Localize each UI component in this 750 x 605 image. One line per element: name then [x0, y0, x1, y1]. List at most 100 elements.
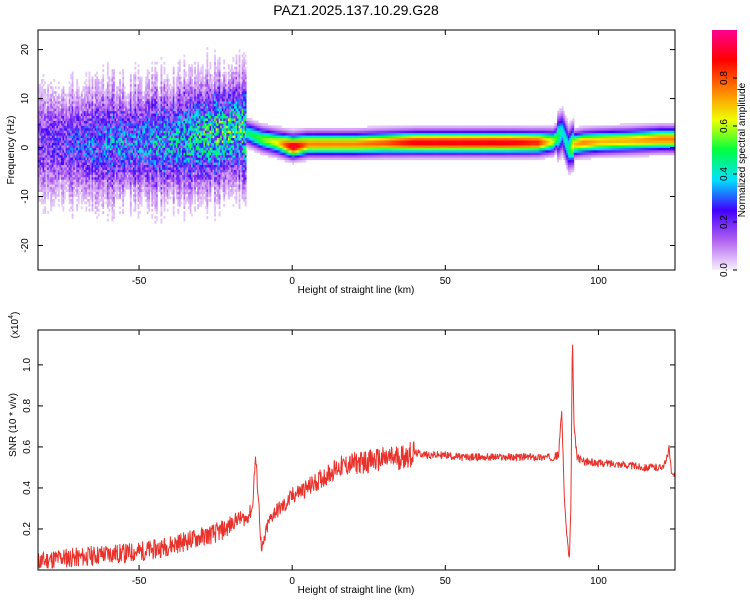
spectrogram-cell — [87, 123, 89, 126]
spectrogram-cell — [119, 101, 121, 104]
spectrogram-cell — [51, 113, 54, 117]
spectrogram-cell — [145, 98, 148, 102]
spectrogram-cell — [108, 140, 111, 143]
spectrogram-cell — [126, 120, 129, 124]
spectrogram-cell — [120, 186, 123, 190]
spectrogram-cell — [185, 179, 187, 183]
spectrogram-cell — [85, 96, 88, 99]
spectrogram-cell — [100, 98, 103, 102]
spectrogram-cell — [111, 105, 114, 109]
spectrogram-cell — [48, 145, 51, 148]
spectrogram-cell — [158, 120, 161, 124]
spectrogram-cell — [41, 93, 43, 97]
spectrogram-cell — [122, 191, 125, 195]
spectrogram-cell — [91, 127, 94, 131]
spectrogram-cell — [109, 91, 112, 94]
spectrogram-cell — [94, 164, 97, 168]
spectrogram-cell — [131, 91, 134, 94]
spectrogram-cell — [111, 86, 114, 90]
spectrogram-cell — [88, 150, 91, 153]
spectrogram-cell — [90, 159, 92, 163]
spectrogram-cell — [165, 125, 167, 129]
spectrogram-cell — [50, 186, 53, 190]
spectrogram-cell — [165, 145, 167, 148]
spectrogram-cell — [188, 154, 190, 158]
spectrogram-cell — [42, 127, 45, 131]
spectrogram-cell — [105, 186, 108, 190]
spectrogram-cell — [54, 103, 57, 107]
spectrogram-cell — [146, 115, 149, 119]
spectrogram-cell — [74, 135, 77, 139]
spectrogram-cell — [168, 83, 170, 87]
spectrogram-cell — [148, 206, 151, 210]
spectrogram-cell — [105, 179, 108, 183]
spectrogram-cell — [146, 172, 149, 175]
spectrogram-cell — [50, 125, 53, 129]
spectrogram-cell — [87, 120, 89, 124]
spectrogram-cell — [94, 196, 97, 200]
spectrogram-cell — [105, 137, 108, 141]
spectrogram-cell — [114, 167, 117, 170]
spectrogram-cell — [96, 194, 99, 197]
spectrogram-cell — [88, 93, 91, 97]
spectrogram-cell — [73, 140, 76, 143]
spectrogram-cell — [50, 137, 53, 141]
spectrogram-cell — [142, 142, 144, 146]
spectrogram-cell — [97, 203, 100, 207]
spectrogram-cell — [50, 176, 53, 180]
spectrogram-cell — [189, 96, 192, 99]
spectrogram-cell — [114, 181, 117, 185]
spectrogram-cell — [54, 137, 57, 141]
spectrogram-cell — [192, 174, 195, 178]
spectrogram-cell — [131, 118, 134, 121]
spectrogram-cell — [178, 61, 181, 65]
spectrogram-cell — [47, 176, 50, 180]
spectrogram-cell — [50, 115, 53, 119]
spectrogram-cell — [76, 206, 79, 210]
spectrogram-cell — [125, 181, 128, 185]
spectrogram-cell — [122, 186, 125, 190]
spectrogram-cell — [181, 174, 184, 178]
spectrogram-cell — [119, 130, 121, 134]
spectrogram-cell — [186, 145, 189, 148]
spectrogram-cell — [47, 115, 50, 119]
spectrogram-cell — [47, 186, 50, 190]
spectrogram-cell — [134, 113, 137, 117]
spectrogram-cell — [186, 176, 189, 180]
spectrogram-cell — [140, 76, 143, 80]
spectrogram-cell — [82, 159, 85, 163]
spectrogram-cell — [186, 110, 189, 114]
spectrogram-cell — [47, 91, 50, 94]
spectrogram-cell — [96, 145, 99, 148]
spectrogram-cell — [145, 159, 148, 163]
spectrogram-cell — [166, 86, 169, 90]
spectrogram-cell — [88, 157, 91, 161]
spectrogram-cell — [91, 157, 94, 161]
spectrogram-cell — [134, 130, 137, 134]
spectrogram-cell — [90, 157, 92, 161]
spectrogram-cell — [160, 108, 163, 112]
spectrogram-cell — [181, 96, 184, 99]
spectrogram-cell — [160, 162, 163, 165]
spectrogram-cell — [129, 103, 132, 107]
spectrogram-cell — [151, 88, 154, 92]
spectrogram-cell — [126, 164, 129, 168]
spectrogram-cell — [74, 130, 77, 134]
spectrogram-cell — [70, 86, 72, 90]
spectrogram-cell — [100, 174, 103, 178]
spectrogram-cell — [137, 172, 140, 175]
spectrogram-cell — [76, 159, 79, 163]
spectrogram-cell — [56, 176, 59, 180]
spectrogram-cell — [93, 176, 95, 180]
spectrogram-cell — [77, 150, 80, 153]
spectrogram-cell — [83, 91, 86, 94]
spectrogram-cell — [123, 184, 126, 188]
spectrogram-cell — [148, 120, 151, 124]
spectrogram-cell — [126, 96, 129, 99]
spectrogram-cell — [137, 137, 140, 141]
spectrogram-cell — [129, 184, 132, 188]
spectrogram-cell — [129, 198, 132, 202]
spectrogram-cell — [56, 101, 59, 104]
spectrogram-cell — [154, 176, 157, 180]
spectrogram-cell — [178, 159, 181, 163]
